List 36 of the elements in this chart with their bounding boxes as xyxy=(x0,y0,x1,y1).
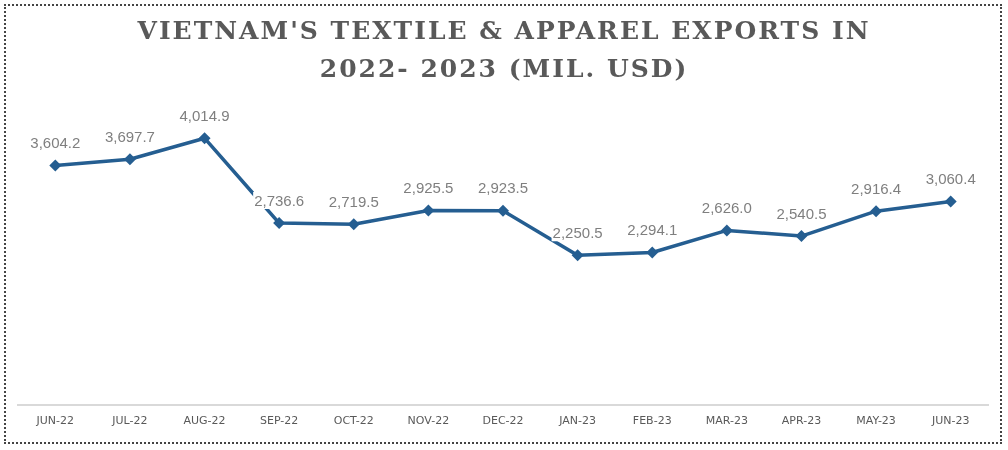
point xyxy=(870,205,883,218)
data-label: 2,719.5 xyxy=(328,192,379,210)
data-label: 2,925.5 xyxy=(403,179,454,197)
x-tick-label: JUL-22 xyxy=(111,414,148,428)
point xyxy=(646,246,659,259)
x-tick-label: AUG-22 xyxy=(183,414,226,428)
data-label: 2,540.5 xyxy=(776,204,827,222)
x-tick-label: JUN-22 xyxy=(35,414,75,428)
data-label: 3,060.4 xyxy=(925,170,976,188)
point xyxy=(944,195,957,208)
point xyxy=(49,159,62,172)
point xyxy=(198,132,211,145)
chart-title: VIETNAM'S TEXTILE & APPAREL EXPORTS IN 2022- 2023 (MIL. USD) xyxy=(136,15,872,85)
data-label: 2,736.6 xyxy=(254,191,305,209)
x-tick-label: MAY-23 xyxy=(856,414,896,428)
point xyxy=(497,204,509,217)
x-tick-label: MAR-23 xyxy=(705,414,748,428)
point xyxy=(795,230,808,243)
data-label: 2,923.5 xyxy=(477,179,529,197)
x-tick-label: DEC-22 xyxy=(482,414,524,428)
data-label: 3,697.7 xyxy=(104,127,155,145)
x-tick-label: SEP-22 xyxy=(260,414,299,428)
x-tick-label: NOV-22 xyxy=(407,414,450,428)
x-tick-label: FEB-23 xyxy=(632,414,672,428)
data-label: 2,250.5 xyxy=(552,224,603,242)
data-label: 4,014.9 xyxy=(179,106,230,124)
data-label: 2,916.4 xyxy=(851,179,902,197)
point xyxy=(720,224,733,237)
x-tick-label: JUN-23 xyxy=(930,414,970,428)
x-tick-label: OCT-22 xyxy=(333,414,374,428)
data-label: 2,294.1 xyxy=(627,221,678,239)
data-label: 3,604.2 xyxy=(30,134,81,152)
point xyxy=(571,249,584,262)
x-tick-label: APR-23 xyxy=(781,414,822,428)
x-tick-label: JAN-23 xyxy=(558,414,597,428)
data-label: 2,626.0 xyxy=(701,199,752,217)
